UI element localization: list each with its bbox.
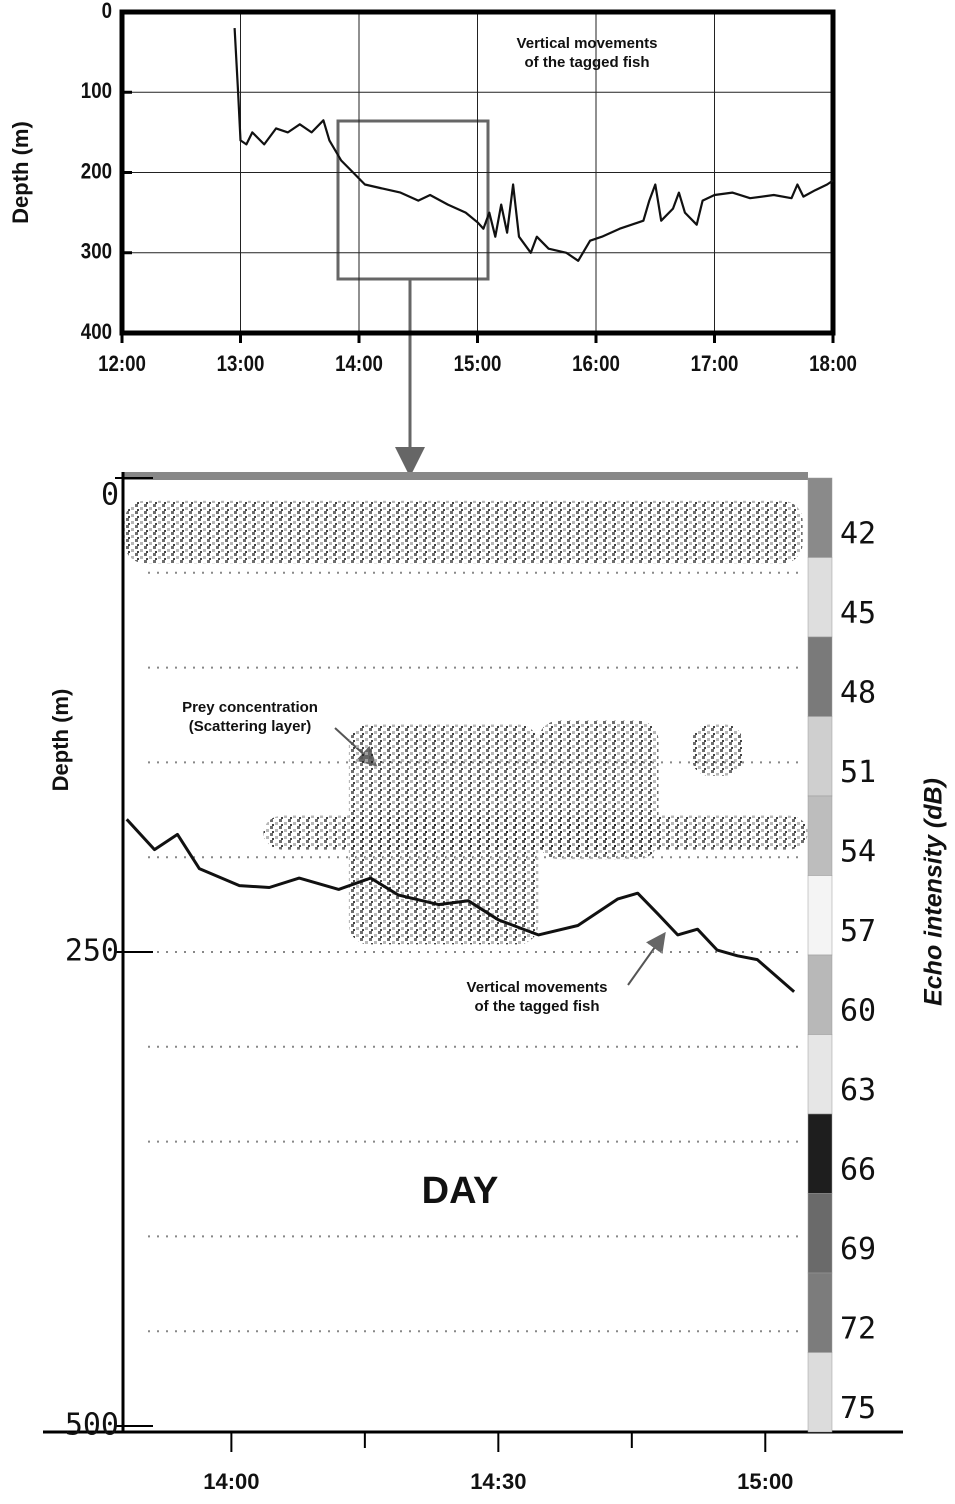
y-tick-label: 500 [65,1408,119,1443]
depth-line [233,28,834,262]
x-tick-label: 16:00 [572,352,620,376]
annotation-arrow [627,931,666,986]
colorbar-label: 48 [840,676,876,711]
x-tick-label: 13:00 [217,352,265,376]
y-tick-label: 250 [65,934,119,969]
echo-region [692,724,743,776]
colorbar-band [807,557,833,638]
y-tick-label: 0 [102,0,112,23]
day-label: DAY [422,1170,499,1212]
y-tick-label: 0 [101,478,119,513]
colorbar-band [807,1352,833,1433]
colorbar-title: Echo intensity (dB) [920,778,948,1006]
annotation: of the tagged fish [475,998,600,1015]
plot-frame [119,9,836,336]
x-tick-label: 15:00 [454,352,502,376]
annotation: Vertical movements [517,35,658,52]
x-tick-label: 15:00 [737,1469,793,1494]
colorbar-band [807,875,833,956]
colorbar-band [807,1113,833,1194]
colorbar-band [807,477,833,558]
y-tick-label: 200 [81,160,112,184]
depth-line [125,818,796,993]
colorbar-label: 57 [840,914,876,949]
colorbar-label: 72 [840,1312,876,1347]
annotation: (Scattering layer) [189,718,312,735]
colorbar-label: 51 [840,755,876,790]
zoom-box [336,119,490,281]
colorbar-band [807,716,833,797]
y-tick-label: 100 [81,80,112,104]
x-tick-label: 14:00 [203,1469,259,1494]
colorbar-label: 45 [840,596,876,631]
plot-top-band [123,472,808,480]
colorbar-label: 75 [840,1391,876,1426]
annotation: Vertical movements [467,979,608,996]
echo-region [538,720,659,860]
colorbar-label: 69 [840,1232,876,1267]
echo-region [348,724,539,945]
y-axis-label: Depth (m) [48,689,73,792]
x-tick-label: 17:00 [691,352,739,376]
colorbar-label: 42 [840,517,876,552]
y-axis-label: Depth (m) [8,121,33,224]
y-tick-label: 400 [81,320,112,344]
colorbar-label: 60 [840,994,876,1029]
echo-region [124,500,803,564]
x-tick-label: 18:00 [809,352,857,376]
x-tick-label: 14:00 [335,352,383,376]
colorbar-label: 66 [840,1153,876,1188]
colorbar-band [807,636,833,717]
colorbar-band [807,954,833,1035]
annotation: of the tagged fish [525,54,650,71]
colorbar-band [807,795,833,876]
x-tick-label: 14:30 [470,1469,526,1494]
x-tick-label: 12:00 [98,352,146,376]
colorbar-band [807,1193,833,1274]
colorbar-band [807,1034,833,1115]
annotation: Prey concentration [182,699,318,716]
colorbar-label: 63 [840,1073,876,1108]
colorbar-band [807,1272,833,1353]
y-tick-label: 300 [81,240,112,264]
colorbar-label: 54 [840,835,876,870]
